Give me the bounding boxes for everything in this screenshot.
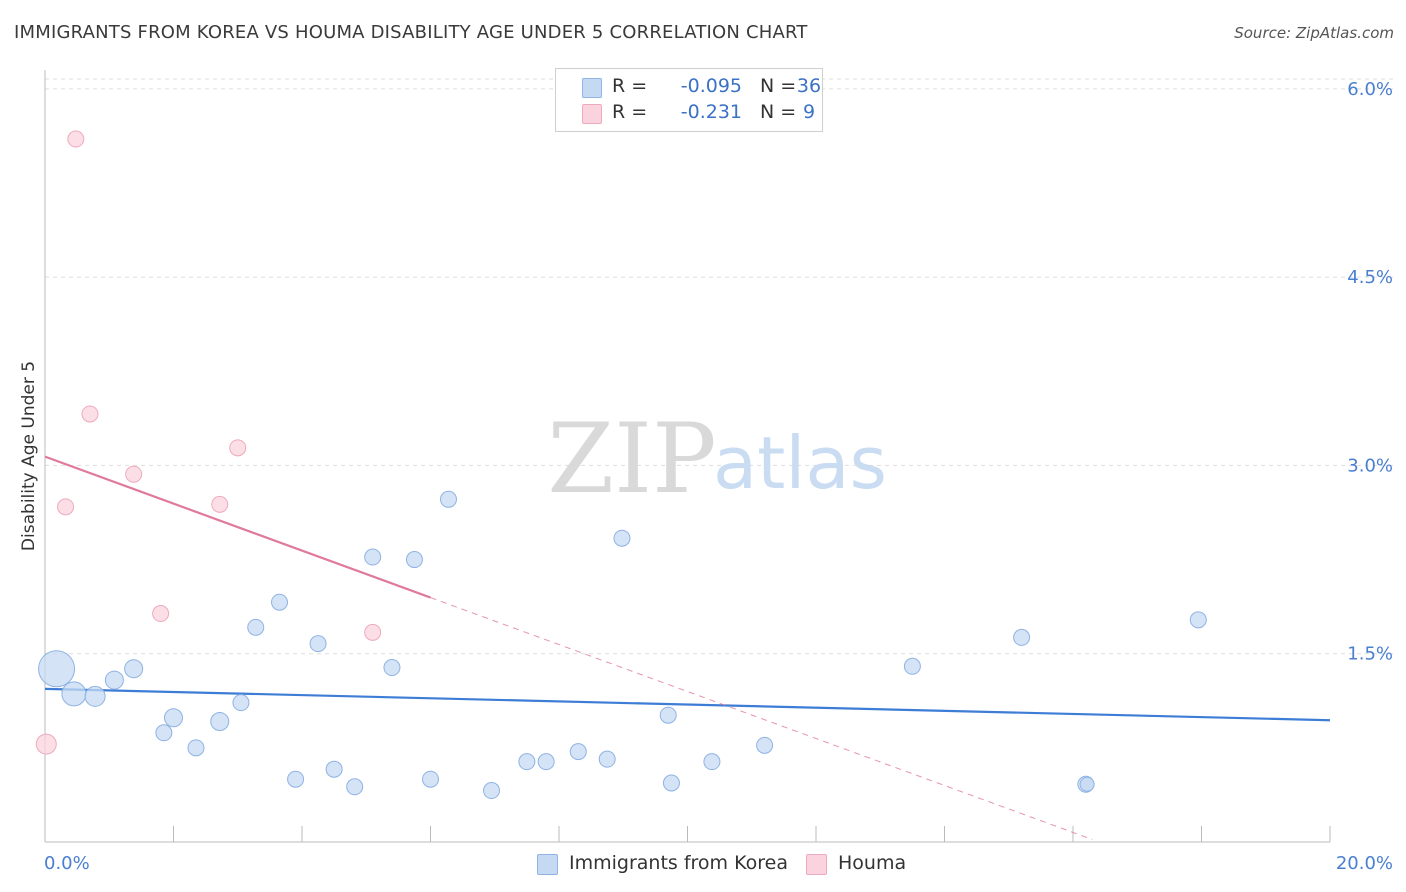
data-point-houma <box>81 405 99 423</box>
y-tick-label: 1.5% <box>1347 644 1393 665</box>
data-point-korea <box>164 708 183 728</box>
data-point-korea <box>662 774 680 792</box>
data-point-korea <box>247 618 265 636</box>
correlation-legend: R = -0.095 N = 36 R = -0.231 N = 9 <box>555 68 823 132</box>
x-tick-label: 0.0% <box>44 853 90 874</box>
data-point-korea <box>1013 628 1031 646</box>
data-point-korea <box>903 657 921 675</box>
gridlines <box>45 78 1395 655</box>
data-point-korea <box>439 490 457 508</box>
data-point-korea <box>659 706 677 724</box>
data-point-korea <box>405 551 423 569</box>
data-point-korea <box>210 711 230 731</box>
data-point-korea <box>537 753 555 771</box>
data-point-korea <box>325 760 343 778</box>
legend-r-value: -0.095 <box>680 75 742 97</box>
data-point-korea <box>309 635 327 653</box>
trend-line-extension-houma <box>430 597 1093 840</box>
data-point-korea <box>38 650 76 688</box>
y-tick-label: 4.5% <box>1347 267 1393 288</box>
data-point-houma <box>364 623 382 641</box>
data-point-houma <box>35 733 57 755</box>
data-points <box>35 130 1207 800</box>
data-point-korea <box>346 778 364 796</box>
data-point-korea <box>271 593 289 611</box>
data-point-korea <box>61 681 87 707</box>
legend-n-value: 36 <box>796 75 822 97</box>
legend-r-label: R = <box>612 75 648 97</box>
axes <box>44 70 1331 843</box>
legend-swatch-korea <box>582 78 602 98</box>
data-point-korea <box>613 529 631 547</box>
data-point-korea <box>104 670 124 690</box>
data-point-korea <box>287 770 305 788</box>
data-point-korea <box>569 743 587 761</box>
legend-label-houma: Houma <box>838 852 907 874</box>
watermark-zip: ZIP <box>547 403 716 515</box>
data-point-korea <box>364 548 382 566</box>
data-point-korea <box>703 753 721 771</box>
data-point-korea <box>124 659 144 679</box>
legend-label-korea: Immigrants from Korea <box>569 852 788 874</box>
data-point-korea <box>155 724 173 742</box>
legend-swatch-korea <box>537 854 558 875</box>
data-point-korea <box>598 750 616 768</box>
trend-lines <box>44 455 1331 840</box>
watermark: ZIP atlas <box>547 403 887 515</box>
legend-swatch-houma <box>582 104 602 124</box>
data-point-houma <box>229 439 247 457</box>
data-point-houma <box>152 605 170 623</box>
data-point-korea <box>483 782 501 800</box>
legend-n-label: N = <box>760 75 797 97</box>
data-point-korea <box>422 770 439 788</box>
y-axis-label: Disability Age Under 5 <box>19 361 39 551</box>
x-tick-label: 20.0% <box>1336 853 1393 874</box>
chart-title: IMMIGRANTS FROM KOREA VS HOUMA DISABILIT… <box>14 22 808 43</box>
data-point-korea <box>383 659 401 677</box>
data-point-korea <box>1079 776 1095 792</box>
data-point-houma <box>211 495 229 513</box>
data-point-korea <box>756 736 774 754</box>
tick-labels: 1.5% 3.0% 4.5% 6.0% 0.0% 20.0% <box>44 79 1393 874</box>
data-point-korea <box>232 694 250 712</box>
y-tick-label: 3.0% <box>1347 455 1393 476</box>
legend-r-label: R = <box>612 101 648 123</box>
legend-n-value: 9 <box>802 101 816 123</box>
data-point-houma <box>67 130 85 148</box>
legend-r-value: -0.231 <box>680 101 742 123</box>
data-point-korea <box>518 753 536 771</box>
trend-line-korea <box>44 687 1331 722</box>
source-credit: Source: ZipAtlas.com <box>1234 24 1394 42</box>
watermark-atlas: atlas <box>713 421 887 505</box>
data-point-korea <box>1189 611 1207 629</box>
y-tick-label: 6.0% <box>1347 79 1393 100</box>
legend-swatch-houma <box>806 854 827 875</box>
data-point-korea <box>187 739 205 757</box>
data-point-korea <box>84 685 106 707</box>
data-point-houma <box>125 465 143 483</box>
trend-line-houma <box>44 455 431 599</box>
legend-n-label: N = <box>760 101 797 123</box>
data-point-houma <box>57 498 75 516</box>
